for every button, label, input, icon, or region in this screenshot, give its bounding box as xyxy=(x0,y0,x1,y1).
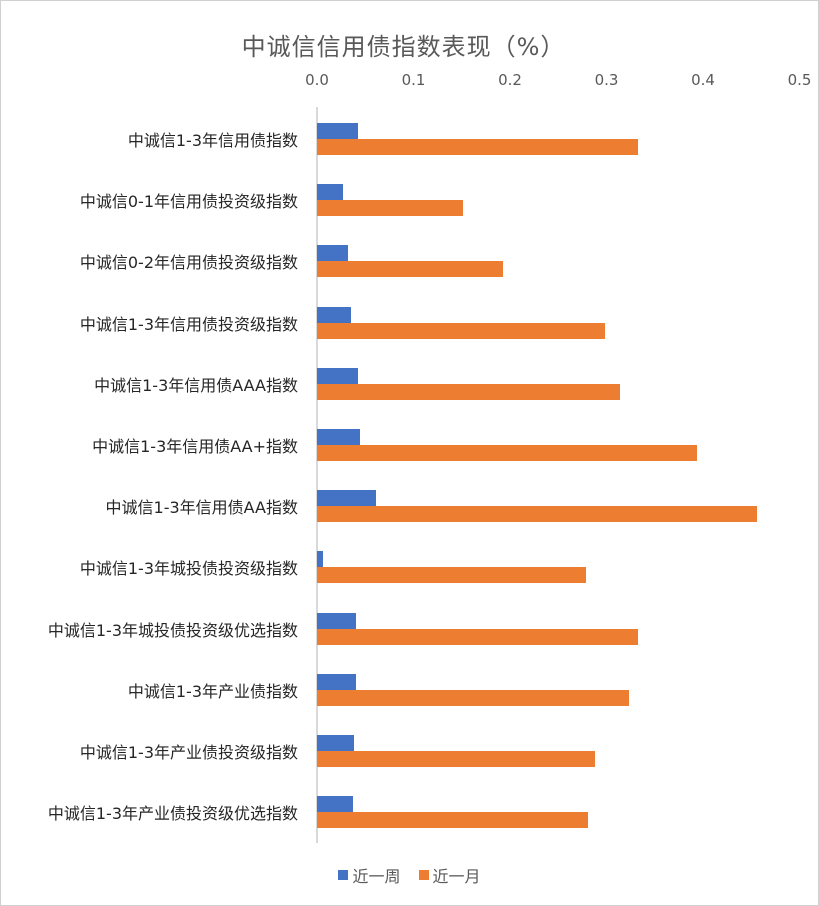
legend-swatch-week xyxy=(338,870,349,880)
bar-week xyxy=(317,123,358,139)
x-tick-label: 0.3 xyxy=(594,71,619,89)
bar-month xyxy=(317,689,629,706)
category-label: 中诚信1-3年城投债投资级指数 xyxy=(79,559,298,579)
bar-month xyxy=(317,445,698,461)
bar-week xyxy=(317,673,356,690)
bar-month xyxy=(317,628,639,645)
bar-month xyxy=(317,812,589,829)
bar-month xyxy=(317,506,758,523)
legend-swatch-month xyxy=(418,870,429,880)
category-label: 中诚信1-3年信用债指数 xyxy=(127,131,298,150)
bar-week xyxy=(317,184,344,201)
category-label: 中诚信1-3年信用债AAA指数 xyxy=(94,375,298,395)
bar-month xyxy=(317,261,504,278)
legend-label-month: 近一月 xyxy=(432,867,481,886)
bar-week xyxy=(317,551,323,568)
bar-month xyxy=(317,200,463,217)
legend-item-week: 近一周 xyxy=(338,863,401,887)
x-tick-label: 0.5 xyxy=(787,71,812,89)
bar-week xyxy=(317,490,376,507)
bar-week xyxy=(317,367,358,384)
category-label: 中诚信0-1年信用债投资级指数 xyxy=(79,192,298,212)
category-label: 中诚信1-3年产业债投资级指数 xyxy=(79,743,298,762)
bar-week xyxy=(317,245,348,262)
category-label: 中诚信1-3年产业债指数 xyxy=(127,681,298,701)
x-tick-label: 0.2 xyxy=(498,71,522,89)
category-label: 中诚信1-3年产业债投资级优选指数 xyxy=(47,804,298,824)
x-tick-label: 0.0 xyxy=(305,71,329,89)
category-label: 中诚信1-3年信用债AA+指数 xyxy=(92,437,298,456)
bar-week xyxy=(317,796,353,813)
x-tick-label: 0.1 xyxy=(401,71,426,89)
category-label: 中诚信0-2年信用债投资级指数 xyxy=(79,253,298,273)
bar-month xyxy=(317,567,587,584)
bar-week xyxy=(317,735,354,751)
bar-month xyxy=(317,139,639,155)
bar-month xyxy=(317,322,605,339)
bar-week xyxy=(317,429,361,445)
bar-month xyxy=(317,383,620,400)
legend: 近一周 近一月 xyxy=(1,863,818,887)
legend-item-month: 近一月 xyxy=(418,863,481,887)
bar-week xyxy=(317,306,351,323)
bar-month xyxy=(317,751,595,767)
bar-week xyxy=(317,612,356,629)
x-tick-label: 0.4 xyxy=(691,71,715,89)
category-label: 中诚信1-3年信用债投资级指数 xyxy=(79,314,298,334)
category-label: 中诚信1-3年信用债AA指数 xyxy=(105,498,298,518)
legend-label-week: 近一周 xyxy=(352,867,401,886)
chart-title: 中诚信信用债指数表现（%） xyxy=(241,33,566,61)
y-axis-line xyxy=(316,107,318,843)
category-label: 中诚信1-3年城投债投资级优选指数 xyxy=(47,620,298,640)
